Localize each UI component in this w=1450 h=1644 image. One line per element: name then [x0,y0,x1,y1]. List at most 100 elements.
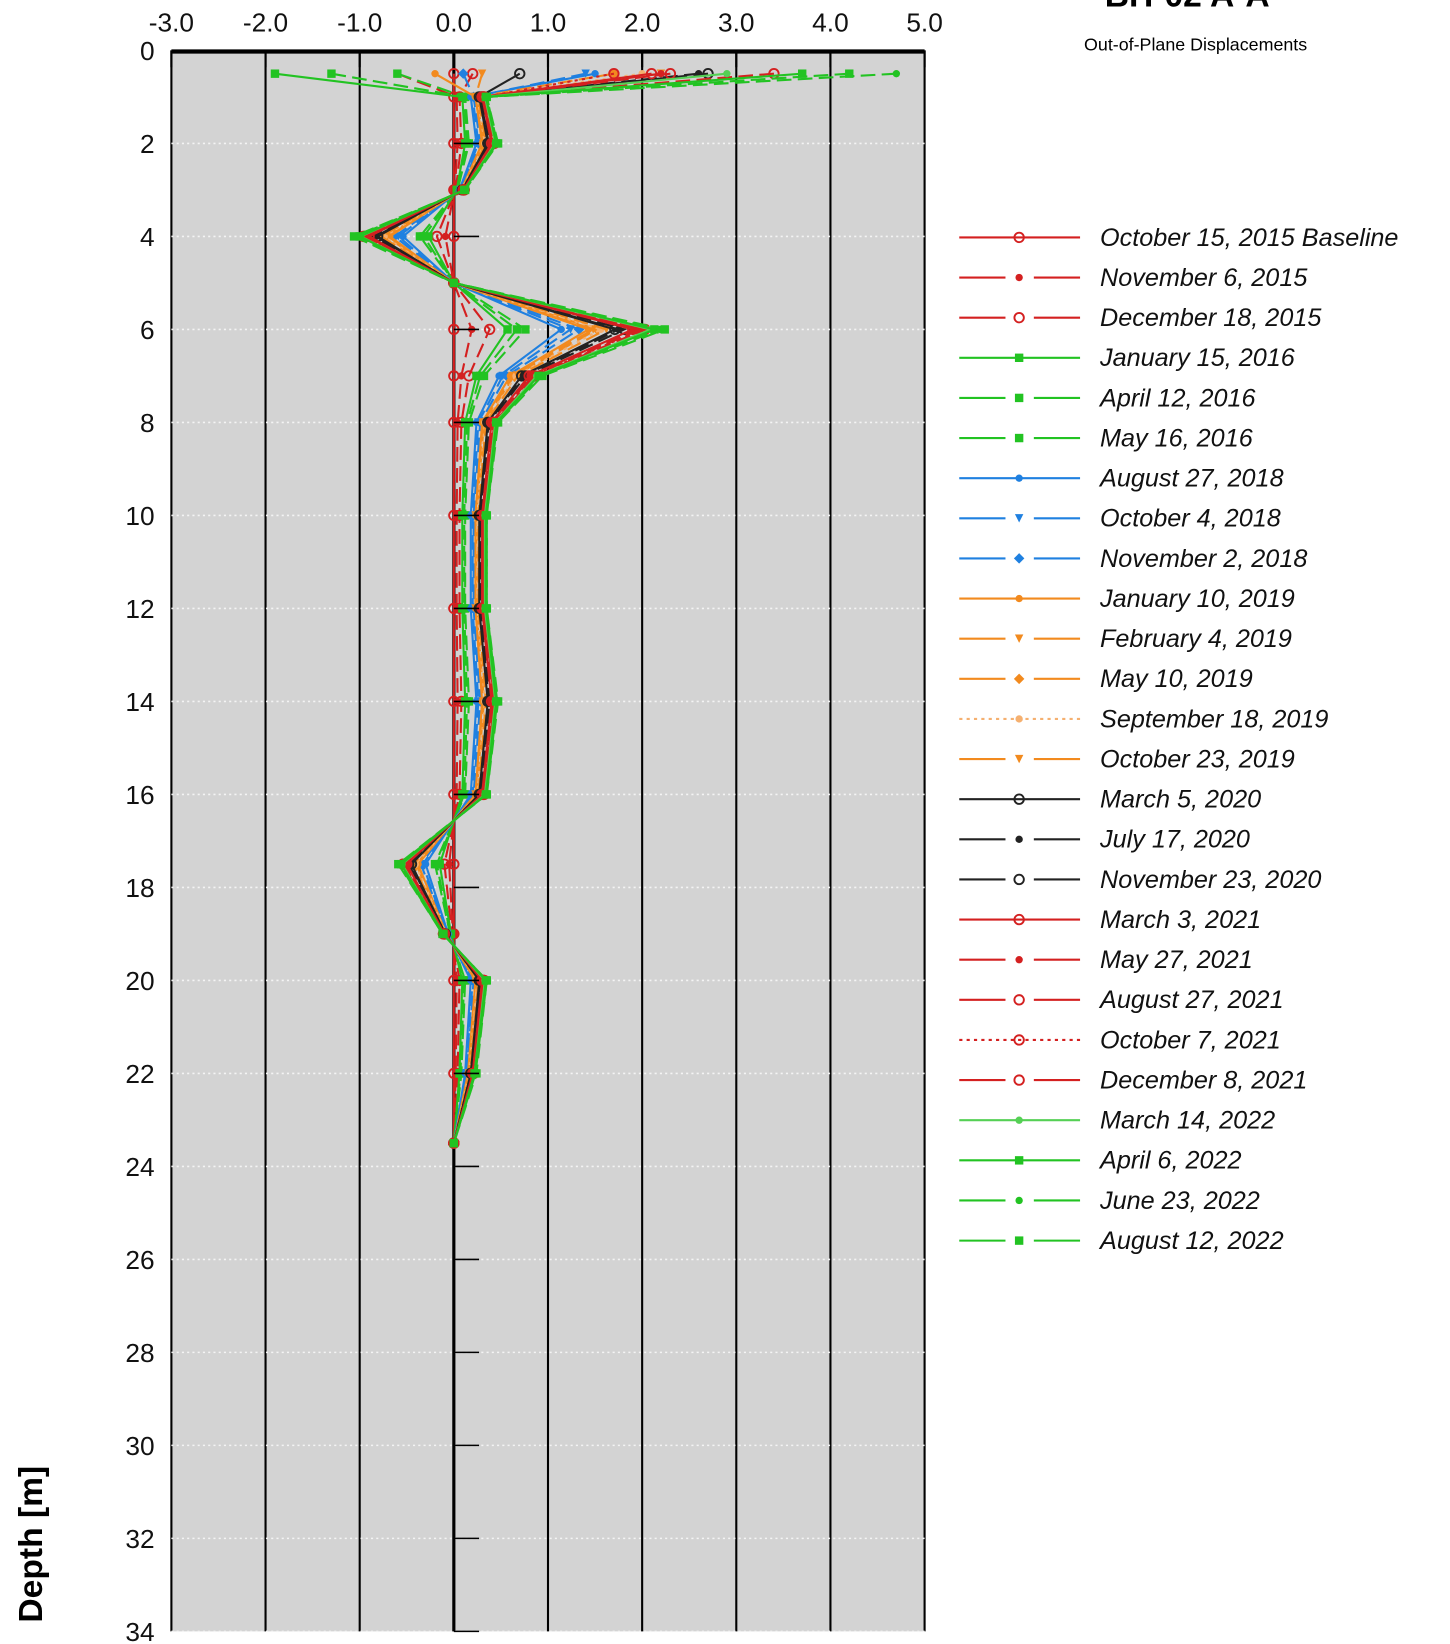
series-lines [270,67,901,1149]
x-tick-label: -3.0 [149,8,194,38]
y-tick-label: 8 [140,408,155,438]
legend-item: April 12, 2016 [959,384,1257,412]
legend-label: October 23, 2019 [1100,745,1295,773]
marker [845,69,854,78]
marker [482,92,491,102]
x-tick-label: 4.0 [812,8,849,38]
marker [1013,994,1025,1006]
marker [1015,594,1023,603]
y-tick-label: 0 [140,36,155,66]
marker [460,92,470,102]
legend-item: March 14, 2022 [959,1107,1275,1135]
marker [1013,913,1025,926]
marker [457,372,466,380]
legend-item: October 4, 2018 [959,505,1281,533]
legend-label: May 10, 2019 [1100,665,1253,693]
marker [1013,311,1025,324]
series-line [351,72,850,1144]
marker [723,69,731,78]
legend-item: November 2, 2018 [959,545,1307,573]
legend-item: May 16, 2016 [959,424,1254,452]
marker [1014,1236,1024,1245]
legend-label: November 6, 2015 [1100,264,1308,292]
marker [1013,1034,1025,1046]
marker [1014,353,1024,362]
marker [1014,1156,1024,1165]
marker [1015,835,1023,844]
legend-label: August 12, 2022 [1098,1227,1284,1255]
x-tick-label: -1.0 [337,8,382,38]
y-tick-label: 14 [125,687,154,717]
y-tick-label: 24 [125,1152,154,1182]
legend-label: December 18, 2015 [1100,304,1322,332]
legend-label: April 6, 2022 [1098,1147,1242,1175]
marker [608,67,620,80]
y-tick-label: 4 [140,222,155,252]
marker [514,67,526,80]
marker [482,790,491,799]
marker [1014,754,1024,764]
marker [513,371,523,381]
marker [1013,553,1025,564]
marker [449,1138,459,1148]
legend-item: October 7, 2021 [959,1026,1281,1054]
legend-item: November 23, 2020 [959,866,1321,894]
marker [1015,1116,1023,1124]
legend-item: June 23, 2022 [959,1187,1260,1215]
legend-label: September 18, 2019 [1100,705,1328,733]
chart-subtitle: Out-of-Plane Displacements [1084,34,1307,54]
marker [557,325,565,334]
marker [1013,873,1025,886]
y-tick-label: 20 [125,966,154,996]
marker [1014,514,1024,523]
y-tick-label: 34 [125,1617,154,1644]
axes: -3.0 -2.0 -1.0 0.0 1.0 2.0 3.0 4.0 5.00246810121… [125,8,942,1644]
x-tick-label: 2.0 [624,8,661,38]
legend-item: September 18, 2019 [959,705,1328,733]
legend-item: October 15, 2015 Baseline [959,224,1398,252]
legend-item: December 8, 2021 [959,1067,1307,1095]
y-tick-label: 2 [140,129,155,159]
y-axis-label: Depth [m] [13,1466,50,1623]
legend-label: March 3, 2021 [1100,906,1261,934]
marker [355,232,364,241]
legend-item: October 23, 2019 [959,745,1295,773]
legend-label: April 12, 2016 [1098,384,1257,412]
legend-item: August 27, 2021 [959,986,1284,1014]
series-line [435,73,491,1144]
legend-label: February 4, 2019 [1100,625,1292,653]
y-tick-label: 22 [125,1059,154,1089]
marker [1013,793,1025,805]
marker [482,511,491,520]
y-tick-label: 12 [125,594,154,624]
y-tick-label: 32 [125,1524,154,1554]
y-tick-label: 6 [140,315,155,345]
legend-item: April 6, 2022 [959,1147,1242,1175]
marker [1015,956,1023,964]
marker [349,232,359,241]
x-tick-label: 0.0 [436,8,472,38]
legend-label: March 14, 2022 [1100,1107,1275,1135]
legend-label: May 16, 2016 [1100,424,1254,452]
marker [1013,673,1025,685]
marker [482,976,491,985]
marker [431,69,439,78]
marker [479,371,489,381]
y-tick-label: 28 [125,1338,154,1368]
legend-label: July 17, 2020 [1099,826,1250,854]
y-tick-label: 10 [125,501,154,531]
legend-item: January 10, 2019 [959,585,1295,613]
marker [1013,1074,1025,1086]
marker [1014,433,1024,443]
legend-item: August 27, 2018 [959,465,1284,493]
marker [1014,634,1024,643]
legend-item: July 17, 2020 [959,826,1250,854]
legend-item: May 10, 2019 [959,665,1253,693]
legend-label: August 27, 2021 [1098,986,1284,1014]
marker [512,325,522,334]
legend-label: October 7, 2021 [1100,1026,1281,1054]
marker [430,859,440,869]
marker [503,325,512,334]
